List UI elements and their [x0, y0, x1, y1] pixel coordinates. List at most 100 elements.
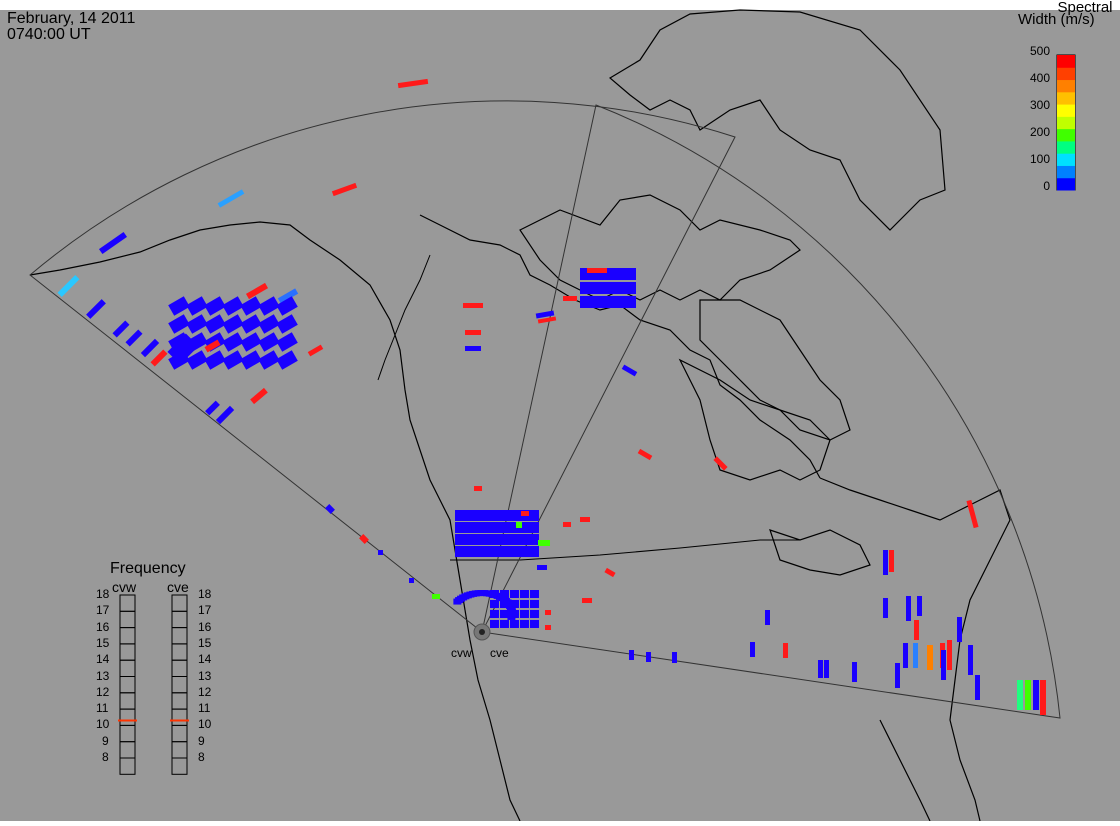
echo-cell — [530, 610, 539, 618]
echo-cell — [490, 620, 499, 628]
echo-cell — [646, 652, 651, 662]
echo-cell — [277, 288, 299, 304]
frequency-tick-label: 15 — [96, 635, 110, 650]
echo-cell — [530, 600, 539, 608]
colorbar-title-line2: Width (m/s) — [1018, 11, 1095, 28]
colorbar-segment — [1057, 104, 1075, 117]
echo-cell — [409, 578, 414, 583]
echo-cell — [563, 296, 577, 301]
echo-cell — [511, 546, 525, 557]
colorbar-tick-label: 100 — [1029, 152, 1050, 166]
colorbar-title-line1: Spectral — [1057, 0, 1113, 16]
frequency-tick-label: 10 — [96, 717, 110, 732]
echo-cell — [205, 400, 220, 416]
echo-cell — [913, 643, 918, 668]
echo-cell — [258, 350, 280, 370]
colorbar-segment — [1057, 55, 1075, 68]
echo-cell — [621, 364, 638, 377]
echo-cell — [222, 350, 244, 370]
radar-sites — [473, 623, 491, 641]
echo-cell — [1040, 680, 1046, 715]
echo-cell — [474, 486, 482, 491]
echo-cell — [57, 275, 80, 297]
echo-cell — [325, 504, 335, 514]
echo-cell — [258, 296, 280, 316]
echo-cell — [490, 610, 499, 618]
frequency-tick-label: 15 — [198, 635, 212, 650]
echo-cell — [204, 296, 226, 316]
echo-cell — [852, 662, 857, 682]
colorbar-segment — [1057, 67, 1075, 81]
echo-cell — [1017, 680, 1023, 710]
radar-echo-cells — [57, 78, 1046, 715]
echo-cell — [469, 510, 483, 521]
echo-cell — [463, 303, 483, 308]
frequency-cvw-label: cvw — [112, 579, 137, 595]
frequency-tick-label: 14 — [96, 652, 110, 667]
frequency-tick-label: 9 — [102, 733, 109, 748]
echo-cell — [783, 643, 788, 658]
colorbar-segment — [1057, 128, 1075, 142]
echo-cell — [903, 643, 908, 668]
echo-cell — [510, 610, 519, 618]
echo-cell — [307, 344, 324, 357]
colorbar-segment — [1057, 91, 1075, 105]
echo-cell — [217, 189, 245, 208]
frequency-tick-label: 13 — [96, 668, 110, 683]
echo-cell — [883, 598, 888, 618]
echo-cell — [672, 652, 677, 663]
echo-cell — [240, 350, 262, 370]
echo-cell — [168, 296, 190, 316]
echo-cell — [250, 387, 268, 405]
colorbar-segment — [1057, 177, 1075, 191]
echo-cell — [125, 329, 143, 347]
echo-cell — [510, 590, 519, 598]
echo-cell — [516, 522, 522, 528]
echo-cell — [511, 510, 525, 521]
echo-cell — [455, 510, 469, 521]
echo-cell — [957, 617, 962, 642]
frequency-title: Frequency — [110, 560, 186, 577]
frequency-tick-label: 12 — [198, 684, 212, 699]
echo-cell — [906, 596, 911, 621]
echo-cell — [510, 600, 519, 608]
echo-cell — [140, 338, 160, 358]
echo-cell — [240, 314, 262, 334]
echo-cell — [483, 510, 497, 521]
echo-cell — [465, 330, 481, 335]
echo-cell — [520, 600, 529, 608]
echo-cell — [245, 282, 269, 300]
echo-cell — [521, 511, 529, 516]
colorbar-tick-label: 300 — [1029, 98, 1050, 112]
echo-cell — [469, 534, 483, 545]
echo-cell — [947, 640, 952, 670]
echo-cell — [240, 332, 262, 352]
echo-cell — [469, 522, 483, 533]
frequency-tick-label: 8 — [102, 750, 109, 764]
echo-cell — [98, 231, 128, 255]
echo-cell — [497, 534, 511, 545]
cve-site-marker — [479, 629, 485, 635]
echo-cell — [594, 282, 608, 294]
echo-cell — [490, 600, 499, 608]
north-american-mainland — [419, 214, 821, 479]
echo-cell — [258, 332, 280, 352]
echo-cell — [150, 349, 168, 367]
cve-site-label: cve — [490, 646, 509, 660]
echo-cell — [397, 78, 429, 89]
echo-cell — [520, 590, 529, 598]
us-canada-border — [450, 539, 800, 561]
colorbar-segment — [1057, 116, 1075, 130]
echo-cell — [469, 546, 483, 557]
echo-cell — [530, 590, 539, 598]
cvw-site-label: cvw — [451, 646, 472, 660]
echo-cell — [483, 534, 497, 545]
frequency-tick-label: 17 — [96, 603, 110, 618]
echo-cell — [497, 510, 511, 521]
echo-cell — [580, 296, 594, 308]
echo-cell — [378, 550, 383, 555]
alaska-coast — [29, 221, 466, 611]
cuba-florida — [879, 719, 931, 822]
